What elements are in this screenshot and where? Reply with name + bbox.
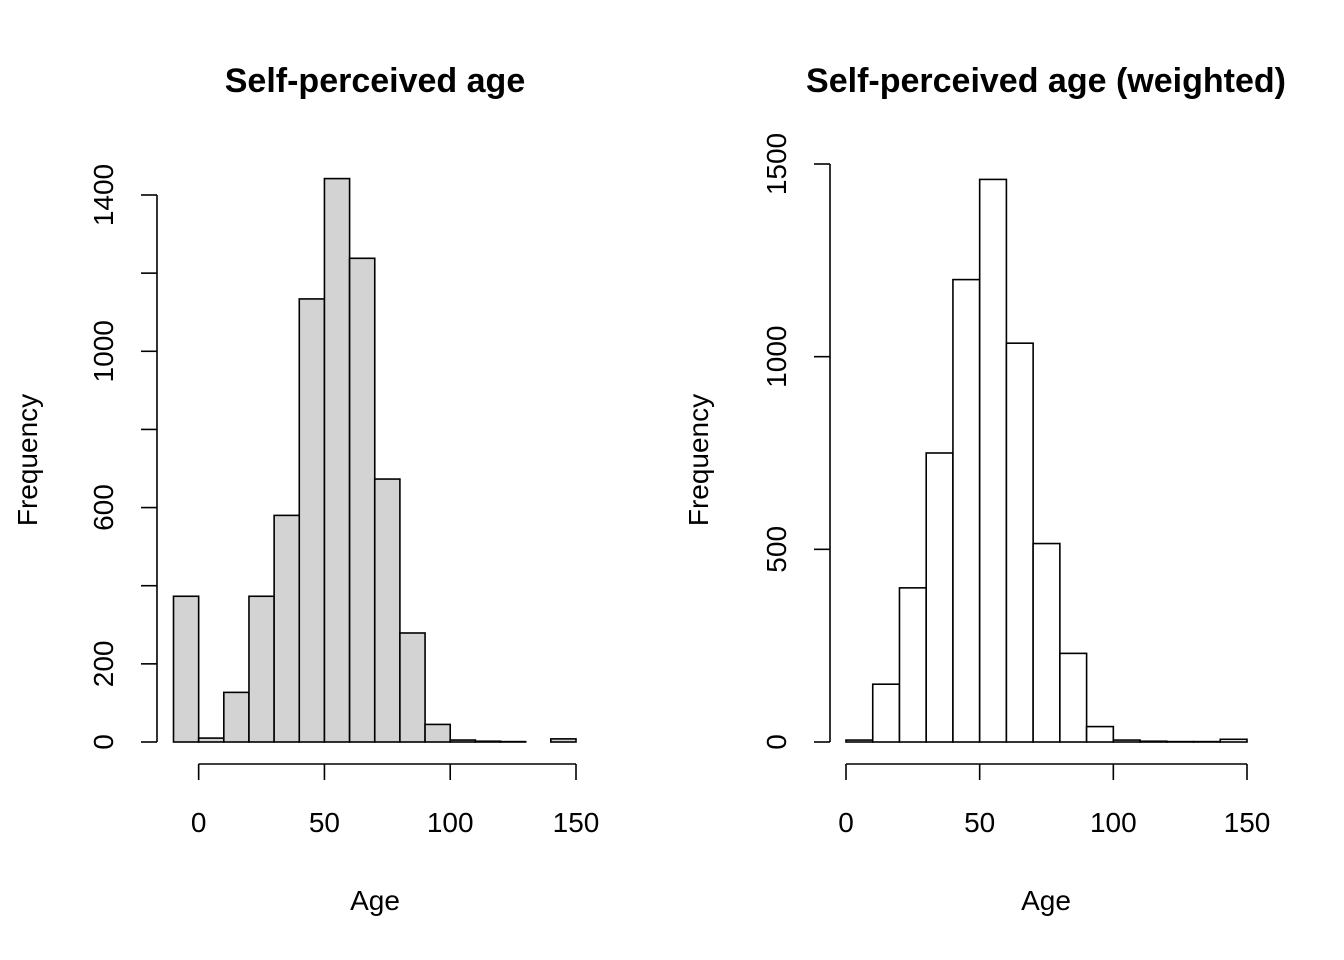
histogram-bar <box>248 595 275 743</box>
y-tick-label: 1000 <box>761 326 792 388</box>
histogram-bar <box>373 478 401 743</box>
histogram-bar <box>323 177 351 743</box>
histogram-bar <box>1219 738 1248 743</box>
histogram-bar <box>871 683 901 743</box>
histogram-bar <box>197 737 225 743</box>
histogram-bar <box>223 691 250 743</box>
histogram-bar <box>952 278 981 743</box>
histogram-bar <box>925 452 954 743</box>
histogram-bar <box>399 632 426 743</box>
histogram-bar <box>273 514 301 743</box>
x-tick-label: 50 <box>964 807 995 838</box>
histogram-bar <box>348 257 376 743</box>
histogram-bar <box>1005 342 1034 743</box>
x-axis-label: Age <box>350 885 400 916</box>
x-tick-label: 100 <box>1090 807 1137 838</box>
histogram-bar <box>1112 739 1141 743</box>
y-tick-label: 500 <box>761 526 792 573</box>
histogram-bar <box>898 587 928 743</box>
x-tick-label: 0 <box>838 807 854 838</box>
y-tick-label: 0 <box>761 734 792 750</box>
x-tick-label: 150 <box>553 807 600 838</box>
x-tick-label: 100 <box>427 807 474 838</box>
histogram-bar <box>474 740 502 743</box>
histogram-bar <box>1059 652 1088 743</box>
histogram-bar <box>298 298 326 743</box>
x-axis-label: Age <box>1021 885 1071 916</box>
y-tick-label: 1000 <box>88 320 119 382</box>
histogram-bar <box>978 178 1008 743</box>
histogram-bar <box>424 723 452 743</box>
histogram-bar <box>550 738 577 743</box>
x-tick-label: 0 <box>191 807 207 838</box>
histogram-bar <box>845 739 874 743</box>
chart-title: Self-perceived age (weighted) <box>806 62 1286 100</box>
y-axis-label: Frequency <box>683 394 714 526</box>
y-tick-label: 0 <box>88 734 119 750</box>
histogram-bar <box>449 739 477 743</box>
y-axis-label: Frequency <box>12 394 43 526</box>
y-tick-label: 200 <box>88 640 119 687</box>
histogram-bar <box>1032 542 1061 743</box>
y-tick-label: 1500 <box>761 133 792 195</box>
x-tick-label: 50 <box>309 807 340 838</box>
histogram-panel-1: Self-perceived age 0 200 600 1000 1400 0 50 100 1… <box>12 62 599 916</box>
histogram-panel-2: Self-perceived age (weighted)05001000150… <box>683 62 1286 916</box>
chart-title: Self-perceived age <box>225 62 525 100</box>
histogram-bar <box>172 595 200 743</box>
histogram-bar <box>1139 740 1168 743</box>
x-tick-label: 150 <box>1224 807 1271 838</box>
histogram-bar <box>1085 725 1115 743</box>
y-tick-label: 600 <box>88 484 119 531</box>
y-tick-label: 1400 <box>88 164 119 226</box>
